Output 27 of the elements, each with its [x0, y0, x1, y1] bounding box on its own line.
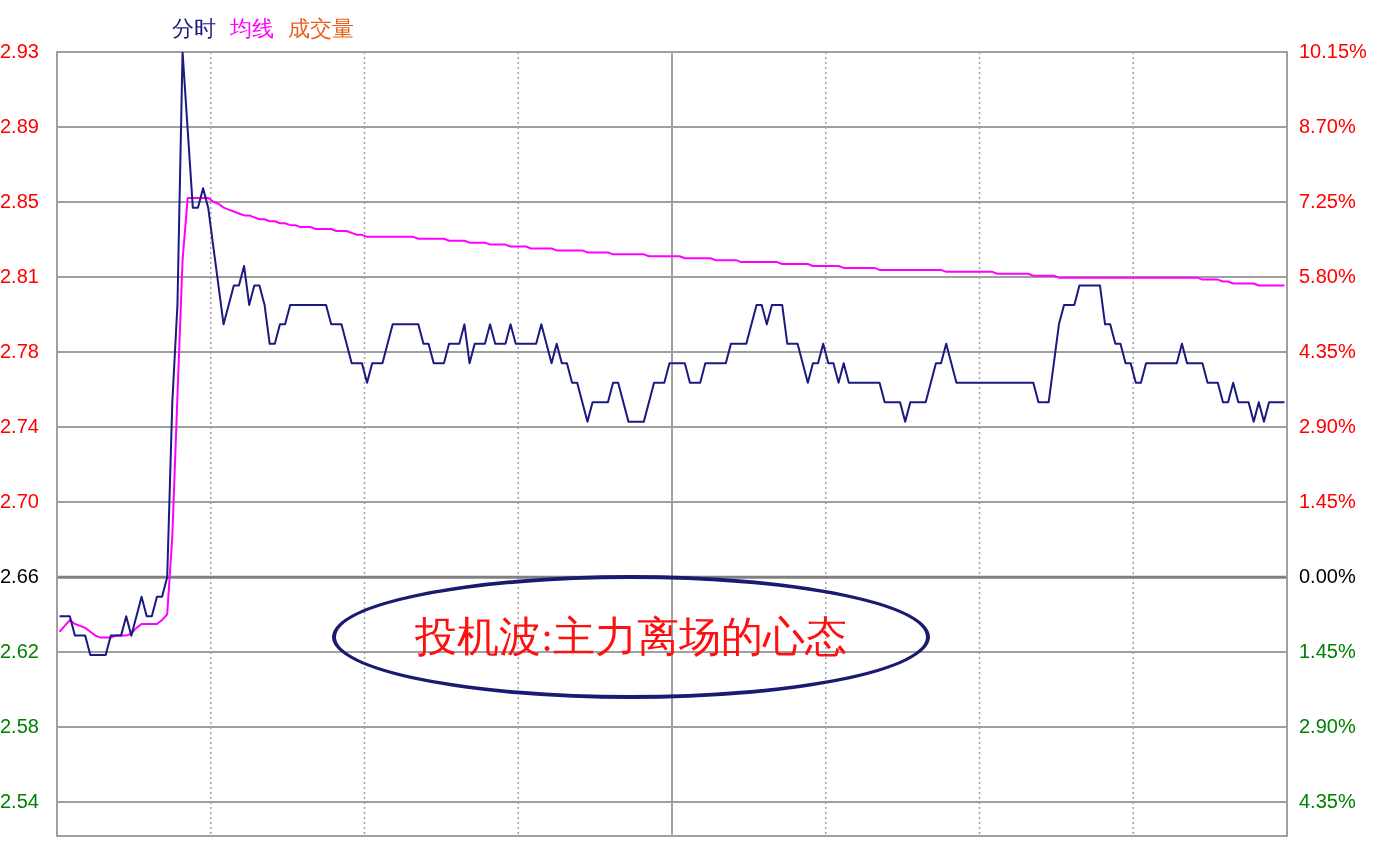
y-tick-label: 2.81 [0, 264, 39, 287]
y-tick-label: 2.58 [0, 714, 39, 737]
y2-tick-label: 0.00% [1299, 564, 1356, 587]
y2-tick-label: 7.25% [1299, 189, 1356, 212]
y2-tick-label: 1.45% [1299, 639, 1356, 662]
y-tick-label: 2.62 [0, 639, 39, 662]
text: 均线 [230, 15, 274, 43]
y2-tick-label: 4.35% [1299, 339, 1356, 362]
y2-tick-label: 2.90% [1299, 714, 1356, 737]
y-tick-label: 2.70 [0, 489, 39, 512]
oval-outline: 投机波:主力离场的心态 [332, 575, 930, 699]
series-label: 分时 [172, 15, 216, 43]
y-tick-label: 2.93 [0, 39, 39, 62]
y-tick-label: 2.66 [0, 564, 39, 587]
y2-tick-label: 5.80% [1299, 264, 1356, 287]
y-tick-label: 2.74 [0, 414, 39, 437]
legend-label: 成交量 [288, 15, 354, 43]
y2-tick-label: 1.45% [1299, 489, 1356, 512]
y2-tick-label: 8.70% [1299, 114, 1356, 137]
y-tick-label: 2.89 [0, 114, 39, 137]
y-tick-label: 2.78 [0, 339, 39, 362]
y2-tick-label: 2.90% [1299, 414, 1356, 437]
y2-tick-label: 10.15% [1299, 39, 1368, 62]
y-tick-label: 2.85 [0, 189, 39, 212]
y2-tick-label: 4.35% [1299, 789, 1356, 812]
annotation: 投机波:主力离场的心态 [415, 613, 847, 662]
y-tick-label: 2.54 [0, 789, 39, 812]
